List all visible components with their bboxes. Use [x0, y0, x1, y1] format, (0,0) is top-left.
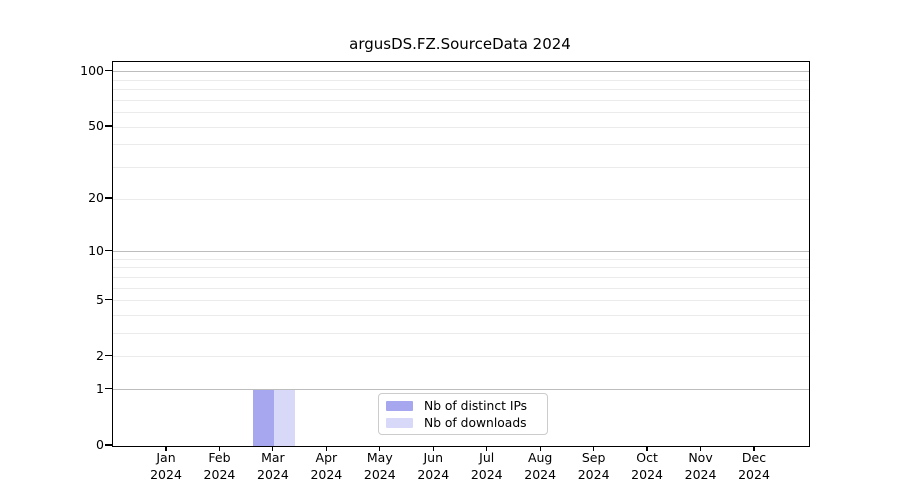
x-tick-mark: [486, 446, 488, 451]
x-tick-label-oct: Oct 2024: [617, 450, 677, 483]
x-tick-month: Apr: [315, 450, 338, 465]
gridline-minor: [113, 287, 809, 289]
y-tick-label: 20: [88, 190, 104, 206]
gridline-minor: [113, 356, 809, 358]
x-tick-label-sep: Sep 2024: [564, 450, 624, 483]
bar-mar-series1: [273, 389, 295, 446]
gridline-minor: [113, 166, 809, 168]
x-tick-year: 2024: [310, 466, 343, 482]
gridline-minor: [113, 144, 809, 146]
x-tick-mark: [646, 446, 648, 451]
legend-label: Nb of distinct IPs: [424, 398, 528, 413]
x-tick-mark: [753, 446, 755, 451]
x-tick-label-apr: Apr 2024: [296, 450, 356, 483]
gridline-minor: [113, 89, 809, 91]
x-tick-label-jul: Jul 2024: [457, 450, 517, 483]
y-tick-mark: [105, 125, 112, 127]
gridline-minor: [113, 79, 809, 81]
legend-swatch: [386, 400, 413, 411]
x-tick-year: 2024: [738, 466, 770, 482]
gridline-major: [113, 389, 809, 391]
x-tick-year: 2024: [470, 466, 503, 482]
x-tick-year: 2024: [257, 466, 289, 482]
gridline-minor: [113, 198, 809, 200]
x-tick-label-dec: Dec 2024: [724, 450, 784, 483]
y-tick-mark: [105, 444, 112, 446]
x-tick-mark: [539, 446, 541, 451]
x-tick-mark: [165, 446, 167, 451]
gridline-minor: [113, 99, 809, 101]
legend-item: Nb of distinct IPs: [386, 399, 540, 413]
bar-mar-series0: [252, 389, 274, 446]
gridline-minor: [113, 258, 809, 260]
x-tick-month: Sep: [581, 450, 606, 465]
y-tick-label: 0: [96, 437, 104, 452]
x-tick-label-feb: Feb 2024: [189, 450, 249, 483]
y-tick-mark: [105, 70, 112, 72]
x-tick-year: 2024: [577, 466, 610, 482]
x-tick-label-aug: Aug 2024: [510, 450, 570, 483]
y-tick-label: 50: [88, 118, 104, 134]
x-tick-mark: [379, 446, 381, 451]
x-tick-year: 2024: [631, 466, 663, 482]
y-tick-label: 10: [88, 242, 104, 258]
legend-label: Nb of downloads: [424, 415, 527, 430]
x-tick-mark: [432, 446, 434, 451]
gridline-minor: [113, 126, 809, 128]
chart-title: argusDS.FZ.SourceData 2024: [349, 35, 571, 53]
gridline-minor: [113, 276, 809, 278]
x-tick-label-may: May 2024: [350, 450, 410, 483]
x-tick-year: 2024: [684, 466, 717, 482]
x-tick-month: Feb: [208, 450, 231, 465]
y-tick-label: 5: [96, 291, 104, 307]
x-tick-label-jan: Jan 2024: [136, 450, 196, 483]
x-tick-month: Mar: [261, 450, 285, 465]
x-tick-month: Jul: [479, 450, 495, 465]
x-tick-mark: [593, 446, 595, 451]
y-tick-mark: [105, 355, 112, 357]
y-tick-mark: [105, 299, 112, 301]
plot-area: Nb of distinct IPs Nb of downloads: [112, 61, 810, 447]
y-tick-mark: [105, 249, 112, 252]
y-tick-label: 100: [80, 62, 104, 78]
x-tick-year: 2024: [417, 466, 450, 482]
x-tick-month: Jun: [423, 450, 444, 465]
x-tick-label-nov: Nov 2024: [671, 450, 731, 483]
x-tick-year: 2024: [203, 466, 236, 482]
x-tick-month: Aug: [527, 450, 553, 465]
gridline-minor: [113, 333, 809, 335]
x-tick-month: May: [366, 450, 393, 465]
x-tick-mark: [699, 446, 702, 451]
y-tick-mark: [105, 197, 112, 199]
x-tick-month: Nov: [688, 450, 713, 465]
y-tick-mark: [105, 388, 112, 390]
x-tick-year: 2024: [524, 466, 557, 482]
y-tick-label: 1: [96, 380, 104, 396]
x-tick-mark: [272, 446, 274, 451]
legend-item: Nb of downloads: [386, 416, 540, 430]
legend: Nb of distinct IPs Nb of downloads: [378, 393, 548, 435]
gridline-minor: [113, 112, 809, 114]
x-tick-month: Jan: [156, 450, 176, 465]
x-tick-mark: [218, 446, 221, 451]
x-tick-year: 2024: [363, 466, 396, 482]
x-tick-label-jun: Jun 2024: [403, 450, 463, 483]
y-tick-label: 2: [96, 347, 104, 363]
x-tick-label-mar: Mar 2024: [243, 450, 303, 483]
gridline-minor: [113, 314, 809, 316]
gridline-major: [113, 251, 809, 252]
x-tick-month: Dec: [741, 450, 767, 465]
x-tick-mark: [325, 446, 327, 451]
legend-swatch: [386, 417, 413, 428]
gridline-minor: [113, 300, 809, 302]
gridline-major: [113, 71, 809, 73]
gridline-minor: [113, 267, 809, 269]
x-tick-month: Oct: [636, 450, 658, 465]
x-tick-year: 2024: [150, 466, 182, 482]
